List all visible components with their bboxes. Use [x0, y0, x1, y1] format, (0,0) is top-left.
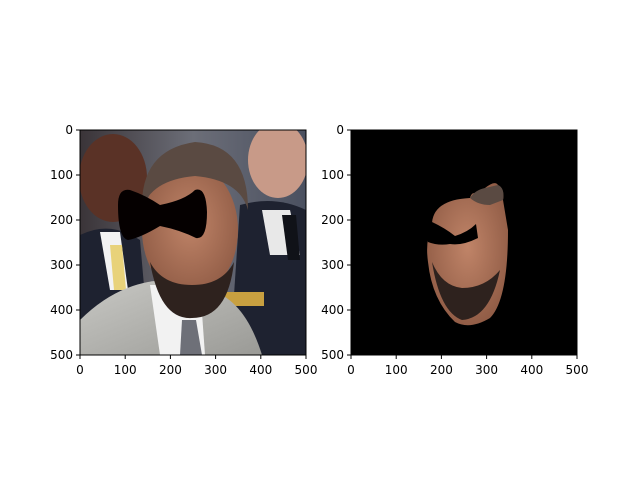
left-x-tick-label: 100: [114, 363, 137, 377]
right-x-tick-label: 300: [475, 363, 498, 377]
right-y-tick-label: 400: [321, 303, 344, 317]
right-x-tick-label: 500: [566, 363, 589, 377]
left-y-tick-label: 400: [50, 303, 73, 317]
right-x-tick-label: 100: [385, 363, 408, 377]
right-y-tick-label: 100: [321, 168, 344, 182]
right-x-tick-label: 200: [430, 363, 453, 377]
right-x-tick-label: 400: [520, 363, 543, 377]
right-y-tick-label: 500: [321, 348, 344, 362]
right-y-tick-label: 0: [336, 123, 344, 137]
right-y-tick-label: 300: [321, 258, 344, 272]
left-y-tick-label: 500: [50, 348, 73, 362]
left-x-tick-label: 400: [249, 363, 272, 377]
left-x-tick-label: 200: [159, 363, 182, 377]
left-x-tick-label: 500: [295, 363, 318, 377]
left-panel: [80, 130, 306, 355]
left-y-tick-label: 0: [65, 123, 73, 137]
left-x-tick-label: 0: [76, 363, 84, 377]
right-segmented-face: [424, 183, 508, 326]
left-x-tick-label: 300: [204, 363, 227, 377]
right-panel: [351, 130, 577, 355]
left-y-tick-label: 200: [50, 213, 73, 227]
left-y-tick-label: 300: [50, 258, 73, 272]
left-y-tick-label: 100: [50, 168, 73, 182]
right-x-tick-label: 0: [347, 363, 355, 377]
left-axes-frame: [79, 129, 307, 356]
left-photo: [80, 130, 306, 355]
right-y-tick-label: 200: [321, 213, 344, 227]
right-axes-frame: [350, 129, 578, 356]
